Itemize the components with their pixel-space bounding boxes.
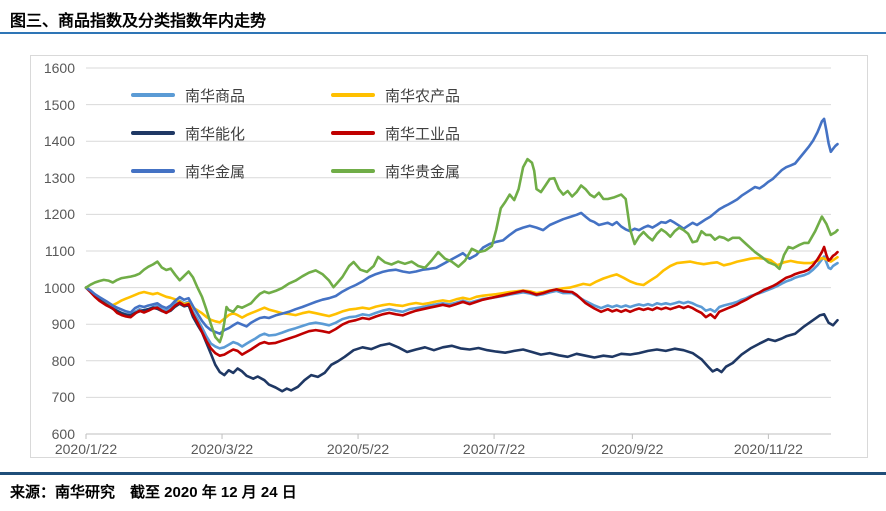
legend-label: 南华金属 xyxy=(185,163,246,181)
legend-line-swatch xyxy=(131,93,175,97)
y-axis-tick-label: 1200 xyxy=(43,206,75,223)
title-underline xyxy=(0,32,886,34)
legend-label: 南华贵金属 xyxy=(385,163,461,181)
y-axis-tick-label: 1100 xyxy=(44,243,75,259)
y-axis-tick-label: 1500 xyxy=(43,96,75,113)
legend-line-swatch xyxy=(131,169,175,173)
x-axis-tick-label: 2020/7/22 xyxy=(462,441,526,457)
legend-label: 南华工业品 xyxy=(385,125,461,143)
legend-line-swatch xyxy=(331,93,375,97)
y-axis-tick-label: 700 xyxy=(51,389,75,406)
legend-item: 南华商品 xyxy=(131,86,246,105)
x-axis-tick-label: 2020/11/22 xyxy=(733,441,803,457)
y-axis-tick-label: 600 xyxy=(51,426,75,442)
legend-item: 南华能化 xyxy=(131,124,246,143)
y-axis-tick-label: 1600 xyxy=(43,60,75,76)
figure-title: 图三、商品指数及分类指数年内走势 xyxy=(10,13,267,30)
y-axis-tick-label: 800 xyxy=(51,352,75,369)
series-line-6 xyxy=(84,157,839,344)
x-axis-tick-label: 2020/9/22 xyxy=(601,441,664,457)
legend-item: 南华金属 xyxy=(131,162,246,181)
legend-label: 南华农产品 xyxy=(385,87,461,105)
legend-label: 南华能化 xyxy=(185,125,246,143)
series-line-5 xyxy=(84,117,839,336)
y-axis-tick-label: 1300 xyxy=(43,169,75,186)
line-chart: 600 700 800 900 1000 1100 1200 1300 1400 1500 1600… xyxy=(30,55,868,458)
y-axis-tick-label: 900 xyxy=(51,316,75,333)
chart-canvas xyxy=(84,67,839,439)
y-axis-tick-label: 1000 xyxy=(43,279,75,296)
legend-item: 南华贵金属 xyxy=(331,162,461,181)
legend-line-swatch xyxy=(131,131,175,135)
legend-item: 南华工业品 xyxy=(331,124,461,143)
footer-divider xyxy=(0,472,886,475)
source-note: 来源：南华研究 截至 2020 年 12 月 24 日 xyxy=(10,484,297,501)
legend-line-swatch xyxy=(331,169,375,173)
legend-label: 南华商品 xyxy=(185,87,246,105)
x-axis-tick-label: 2020/3/22 xyxy=(190,441,254,457)
legend-line-swatch xyxy=(331,131,375,135)
x-axis-tick-label: 2020/1/22 xyxy=(54,441,118,457)
series-line-4 xyxy=(84,245,839,358)
y-axis-tick-label: 1400 xyxy=(43,133,75,150)
legend-item: 南华农产品 xyxy=(331,86,461,105)
x-axis-tick-label: 2020/5/22 xyxy=(326,441,390,457)
